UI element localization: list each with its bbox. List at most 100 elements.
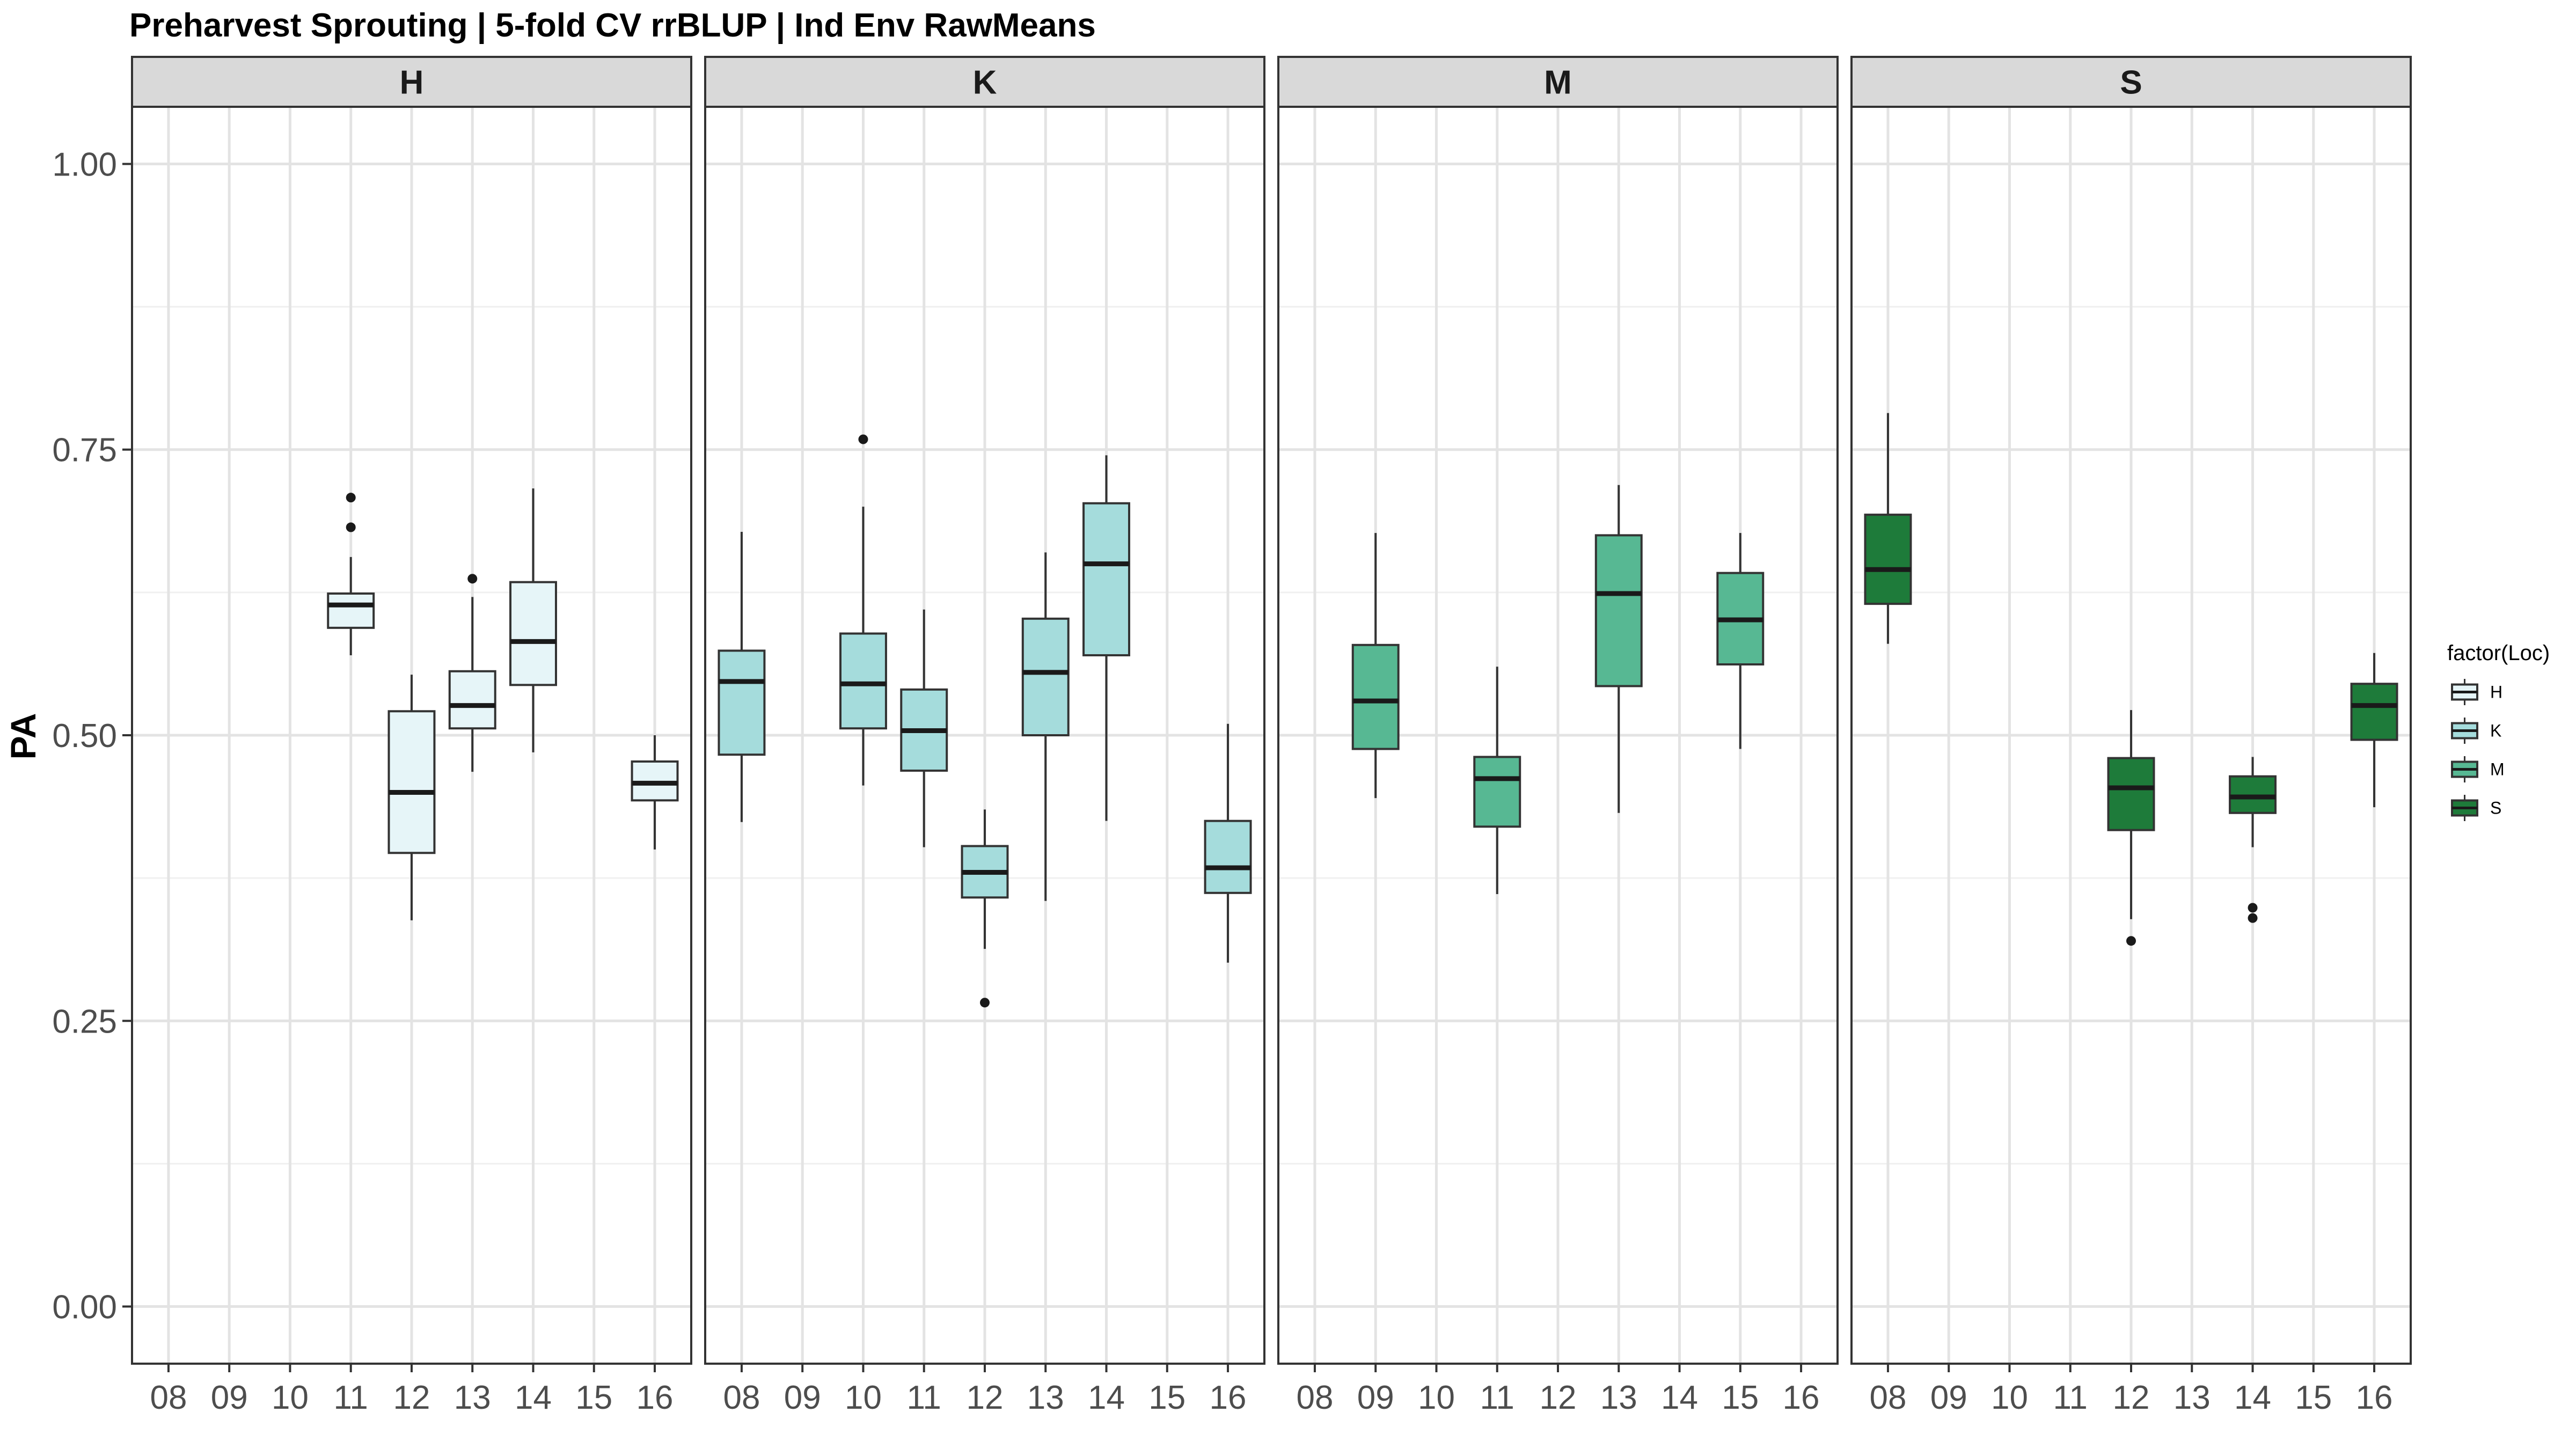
y-axis-ticks: 0.00 0.25 0.50 0.75 1.00: [52, 146, 132, 1326]
x-tick-label: 09: [784, 1379, 821, 1416]
facet-strip: [131, 56, 692, 108]
legend-label: M: [2490, 760, 2505, 779]
outlier-point: [858, 434, 868, 444]
x-tick-label: 08: [150, 1379, 187, 1416]
x-tick-label: 09: [1930, 1379, 1967, 1416]
boxplot-K-12: [961, 809, 1009, 1008]
x-tick-label: 10: [272, 1379, 309, 1416]
box-iqr: [1021, 617, 1070, 737]
boxplot-S-08: [1864, 413, 1912, 644]
facet-panel-S: S 08 09 10 11 12 13 14 15 16: [1850, 56, 2412, 1416]
boxplot-M-13: [1594, 485, 1643, 813]
y-tick-label: 0.75: [52, 432, 117, 469]
facet-strip: [704, 56, 1265, 108]
facet-strip-label: H: [400, 64, 424, 101]
outlier-point: [2248, 913, 2258, 923]
facet-panel-H: H 08 09 10 11 12 13 14 15 16: [131, 56, 692, 1416]
x-tick-label: 12: [393, 1379, 430, 1416]
x-tick-label: 11: [907, 1379, 941, 1416]
box-iqr: [448, 670, 496, 730]
x-tick-label: 14: [1661, 1379, 1698, 1416]
outlier-point: [980, 998, 990, 1008]
facet-strip-label: S: [2120, 64, 2142, 101]
outlier-point: [346, 522, 356, 532]
legend-item-M: M: [2451, 756, 2505, 782]
y-tick-label: 0.25: [52, 1003, 117, 1040]
x-tick-label: 16: [1210, 1379, 1247, 1416]
x-tick-label: 14: [2234, 1379, 2271, 1416]
outlier-point: [467, 574, 478, 584]
x-tick-label: 11: [1480, 1379, 1514, 1416]
x-tick-label: 13: [1027, 1379, 1064, 1416]
boxplot-M-09: [1351, 533, 1400, 799]
x-tick-label: 08: [723, 1379, 760, 1416]
legend-item-H: H: [2451, 679, 2502, 705]
box-iqr: [718, 649, 766, 756]
boxplot-H-13: [448, 574, 496, 772]
boxplot-H-14: [509, 488, 557, 752]
box-iqr: [1864, 514, 1912, 605]
facet-panel-K: K 08 09 10 11 12 13 14 15 16: [704, 56, 1265, 1416]
boxplot-K-10: [839, 434, 887, 786]
x-tick-label: 08: [1296, 1379, 1333, 1416]
boxplot-H-16: [631, 735, 679, 850]
facet-strip-label: M: [1544, 64, 1572, 101]
facet-panels: H 08 09 10 11 12 13 14 15 16 K 08 09 10 11 12 13 14 15 16 M 0…: [131, 56, 2412, 1416]
boxplot-M-15: [1716, 533, 1765, 749]
boxplot-H-11: [327, 493, 375, 655]
x-tick-label: 10: [1418, 1379, 1455, 1416]
box-iqr: [1204, 819, 1252, 894]
facet-strip: [1850, 56, 2412, 108]
x-tick-label: 13: [1600, 1379, 1637, 1416]
legend-label: K: [2490, 721, 2501, 741]
boxplot-K-08: [718, 532, 766, 822]
x-tick-label: 15: [575, 1379, 612, 1416]
boxplot-K-11: [900, 609, 948, 847]
x-tick-label: 13: [454, 1379, 491, 1416]
x-tick-label: 09: [211, 1379, 248, 1416]
boxplot-K-16: [1204, 723, 1252, 963]
x-tick-label: 16: [2356, 1379, 2393, 1416]
legend-label: H: [2490, 683, 2502, 702]
x-tick-label: 13: [2174, 1379, 2211, 1416]
box-iqr: [2350, 683, 2398, 741]
boxplot-S-12: [2107, 710, 2155, 946]
legend-title: factor(Loc): [2447, 641, 2550, 665]
x-tick-label: 14: [515, 1379, 552, 1416]
legend-label: S: [2490, 799, 2501, 818]
chart-title: Preharvest Sprouting | 5-fold CV rrBLUP …: [129, 7, 1096, 45]
legend-item-K: K: [2451, 718, 2501, 744]
facet-panel-M: M 08 09 10 11 12 13 14 15 16: [1277, 56, 1839, 1416]
y-tick-label: 0.50: [52, 718, 117, 755]
x-tick-label: 11: [334, 1379, 368, 1416]
y-axis-label: PA: [3, 713, 43, 760]
x-tick-label: 10: [845, 1379, 882, 1416]
legend-items: HKM S: [2451, 679, 2505, 821]
facet-strip: [1277, 56, 1839, 108]
x-tick-label: 12: [967, 1379, 1004, 1416]
boxplot-M-11: [1473, 667, 1521, 894]
x-tick-label: 15: [1722, 1379, 1759, 1416]
y-tick-label: 1.00: [52, 146, 117, 183]
boxplot-H-12: [387, 675, 436, 920]
x-tick-label: 08: [1869, 1379, 1906, 1416]
facet-strip-label: K: [973, 64, 997, 101]
box-iqr: [387, 710, 436, 854]
box-iqr: [327, 592, 375, 629]
box-iqr: [1473, 756, 1521, 828]
box-iqr: [1594, 534, 1643, 687]
boxplot-S-16: [2350, 653, 2398, 808]
legend: factor(Loc) HKM S: [2447, 641, 2550, 821]
boxplot-K-13: [1021, 552, 1070, 901]
outlier-point: [2126, 936, 2136, 946]
boxplot-S-14: [2229, 757, 2277, 923]
x-tick-label: 16: [1783, 1379, 1820, 1416]
outlier-point: [2248, 903, 2258, 913]
box-iqr: [1351, 643, 1400, 750]
x-tick-label: 16: [636, 1379, 674, 1416]
box-iqr: [1082, 502, 1130, 656]
x-tick-label: 11: [2053, 1379, 2088, 1416]
x-tick-label: 09: [1357, 1379, 1394, 1416]
box-iqr: [509, 581, 557, 686]
